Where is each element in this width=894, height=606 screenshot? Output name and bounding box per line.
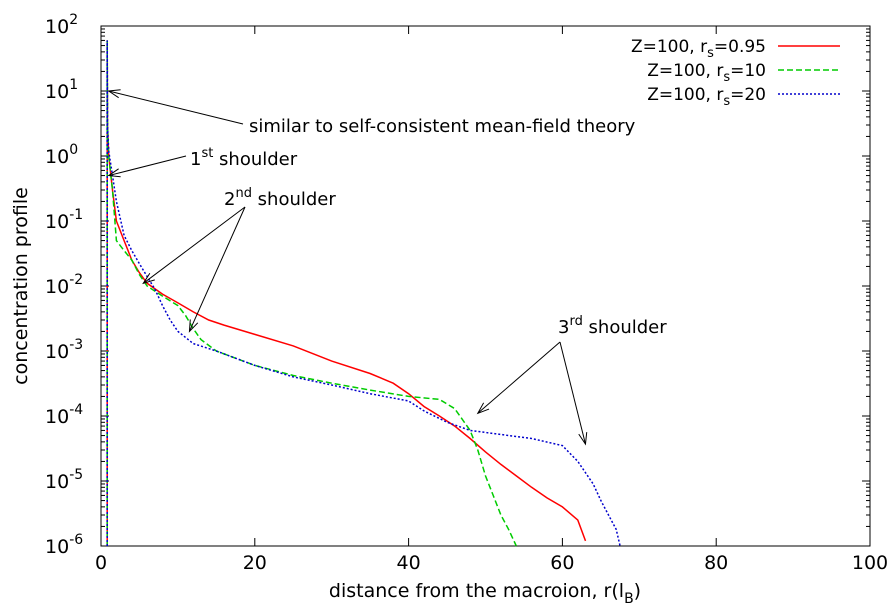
axis-ticks: 0 20 40 60 80 100 102 101 100 10-1 10-2 10-3 10-4 10-… bbox=[45, 12, 888, 574]
y-tick-label: 100 bbox=[45, 142, 78, 168]
series-lines bbox=[106, 40, 621, 547]
x-tick-label: 0 bbox=[95, 552, 107, 574]
annotation-third-shoulder: 3rd shoulder bbox=[558, 314, 667, 338]
annotation-arrows bbox=[107, 89, 588, 446]
arrow-first-shoulder-head bbox=[107, 168, 121, 178]
y-tick-label: 10-6 bbox=[45, 532, 83, 558]
arrow-third-shoulder-a bbox=[477, 341, 561, 414]
arrow-third-shoulder-b bbox=[559, 341, 586, 445]
x-tick-label: 100 bbox=[852, 552, 888, 574]
series-line-1 bbox=[106, 40, 517, 547]
y-tick-label: 10-3 bbox=[45, 337, 83, 363]
annotation-mean-field: similar to self-consistent mean-field th… bbox=[249, 116, 636, 137]
y-tick-label: 101 bbox=[45, 77, 78, 103]
arrow-second-shoulder-a bbox=[142, 206, 246, 284]
x-tick-label: 20 bbox=[243, 552, 267, 574]
svg-text:Z=100, rs=20: Z=100, rs=20 bbox=[647, 85, 766, 109]
arrow-first-shoulder bbox=[108, 155, 187, 177]
y-tick-label: 102 bbox=[45, 12, 78, 38]
x-axis-label: distance from the macroion, r(lB) bbox=[329, 580, 641, 606]
x-tick-label: 40 bbox=[397, 552, 421, 574]
annotation-second-shoulder: 2nd shoulder bbox=[224, 186, 336, 210]
x-tick-label: 60 bbox=[550, 552, 574, 574]
y-axis-label: concentration profile bbox=[10, 187, 32, 385]
arrow-mean-field bbox=[108, 90, 244, 125]
arrow-third-shoulder-b-head bbox=[578, 432, 588, 446]
legend-entry-rs-20: Z=100, rs=20 bbox=[647, 85, 840, 109]
y-tick-label: 10-2 bbox=[45, 272, 83, 298]
y-tick-label: 10-4 bbox=[45, 402, 83, 428]
legend: Z=100, rs=0.95 Z=100, rs=10 Z=100, rs=20 bbox=[631, 37, 840, 109]
y-tick-label: 10-1 bbox=[45, 207, 83, 233]
y-tick-label: 10-5 bbox=[45, 467, 83, 493]
arrow-third-shoulder-a-head bbox=[476, 402, 490, 415]
legend-entry-rs-0.95: Z=100, rs=0.95 bbox=[631, 37, 840, 61]
series-line-0 bbox=[106, 40, 587, 546]
svg-text:Z=100, rs=10: Z=100, rs=10 bbox=[647, 61, 766, 85]
arrow-second-shoulder-a-head bbox=[142, 272, 155, 285]
arrow-mean-field-head bbox=[107, 89, 121, 99]
legend-entry-rs-10: Z=100, rs=10 bbox=[647, 61, 840, 85]
arrow-second-shoulder-b bbox=[188, 206, 246, 332]
x-tick-label: 80 bbox=[704, 552, 728, 574]
series-line-2 bbox=[106, 40, 621, 547]
svg-text:Z=100, rs=0.95: Z=100, rs=0.95 bbox=[631, 37, 766, 61]
arrow-second-shoulder-b-head bbox=[188, 319, 199, 333]
annotation-first-shoulder: 1st shoulder bbox=[190, 146, 298, 170]
